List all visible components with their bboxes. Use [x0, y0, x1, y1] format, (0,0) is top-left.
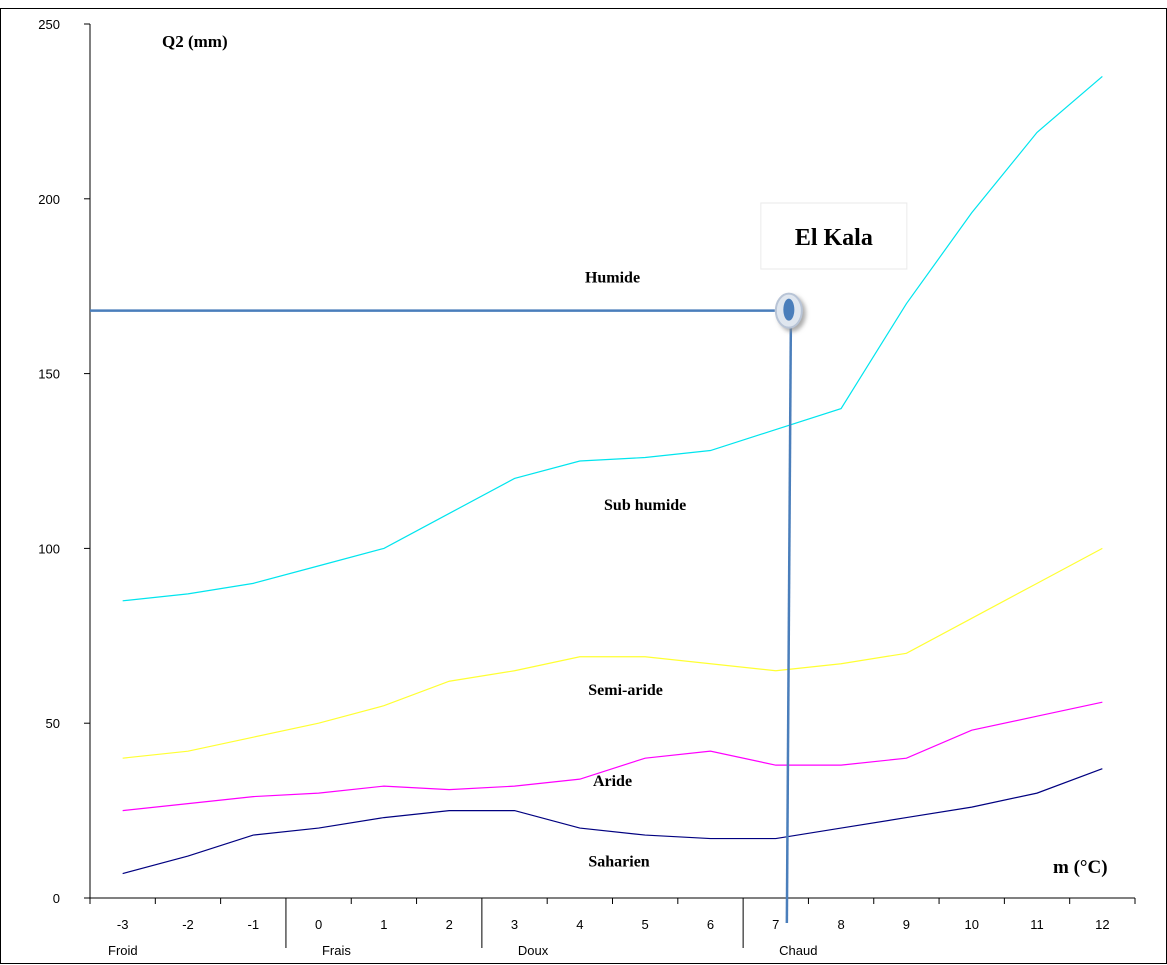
series-line — [122, 75, 1103, 602]
series-line — [122, 768, 1103, 875]
x-tick-label: -3 — [117, 917, 129, 932]
temperature-class-label: Chaud — [779, 943, 817, 958]
series-line — [122, 701, 1103, 812]
station-label-box — [760, 202, 908, 270]
zone-label: Sub humide — [604, 497, 686, 514]
x-tick-label: 6 — [707, 917, 714, 932]
temperature-class-label: Frais — [322, 943, 351, 958]
series-lines — [122, 75, 1103, 875]
x-tick-label: 9 — [903, 917, 910, 932]
x-tick-label: 7 — [772, 917, 779, 932]
x-tick-label: 8 — [837, 917, 844, 932]
series-line — [122, 547, 1103, 759]
y-tick-label: 50 — [46, 716, 60, 731]
station-vertical-line — [785, 325, 793, 924]
zone-label: Saharien — [588, 854, 649, 871]
x-tick-label: 3 — [511, 917, 518, 932]
x-tick-label: 12 — [1095, 917, 1109, 932]
plot-frame — [0, 8, 1167, 964]
x-tick-label: 10 — [964, 917, 978, 932]
y-axis-label: Q2 (mm) — [162, 32, 228, 51]
y-tick-label: 150 — [38, 367, 60, 382]
zone-labels: Humide Sub humide Semi-aride Aride Saharien — [585, 270, 686, 871]
zone-label: Humide — [585, 270, 640, 287]
station-marker-group: El Kala — [90, 202, 908, 924]
y-tick-label: 250 — [38, 17, 60, 32]
zone-label: Semi-aride — [588, 682, 663, 699]
x-tick-label: 1 — [380, 917, 387, 932]
y-tick-label: 0 — [53, 891, 60, 906]
x-tick-label: 4 — [576, 917, 583, 932]
temperature-class-label: Doux — [518, 943, 549, 958]
y-tick-label: 200 — [38, 192, 60, 207]
x-tick-label: 2 — [446, 917, 453, 932]
temperature-class-label: Froid — [108, 943, 138, 958]
x-tick-label: 0 — [315, 917, 322, 932]
x-tick-label: -1 — [248, 917, 260, 932]
x-tick-label: 11 — [1030, 917, 1044, 932]
station-marker — [783, 298, 795, 321]
y-tick-label: 100 — [38, 541, 60, 556]
x-tick-label: -2 — [182, 917, 194, 932]
station-label: El Kala — [795, 225, 873, 251]
zone-label: Aride — [593, 773, 632, 790]
x-axis-label: m (°C) — [1053, 857, 1108, 878]
x-tick-label: 5 — [642, 917, 649, 932]
